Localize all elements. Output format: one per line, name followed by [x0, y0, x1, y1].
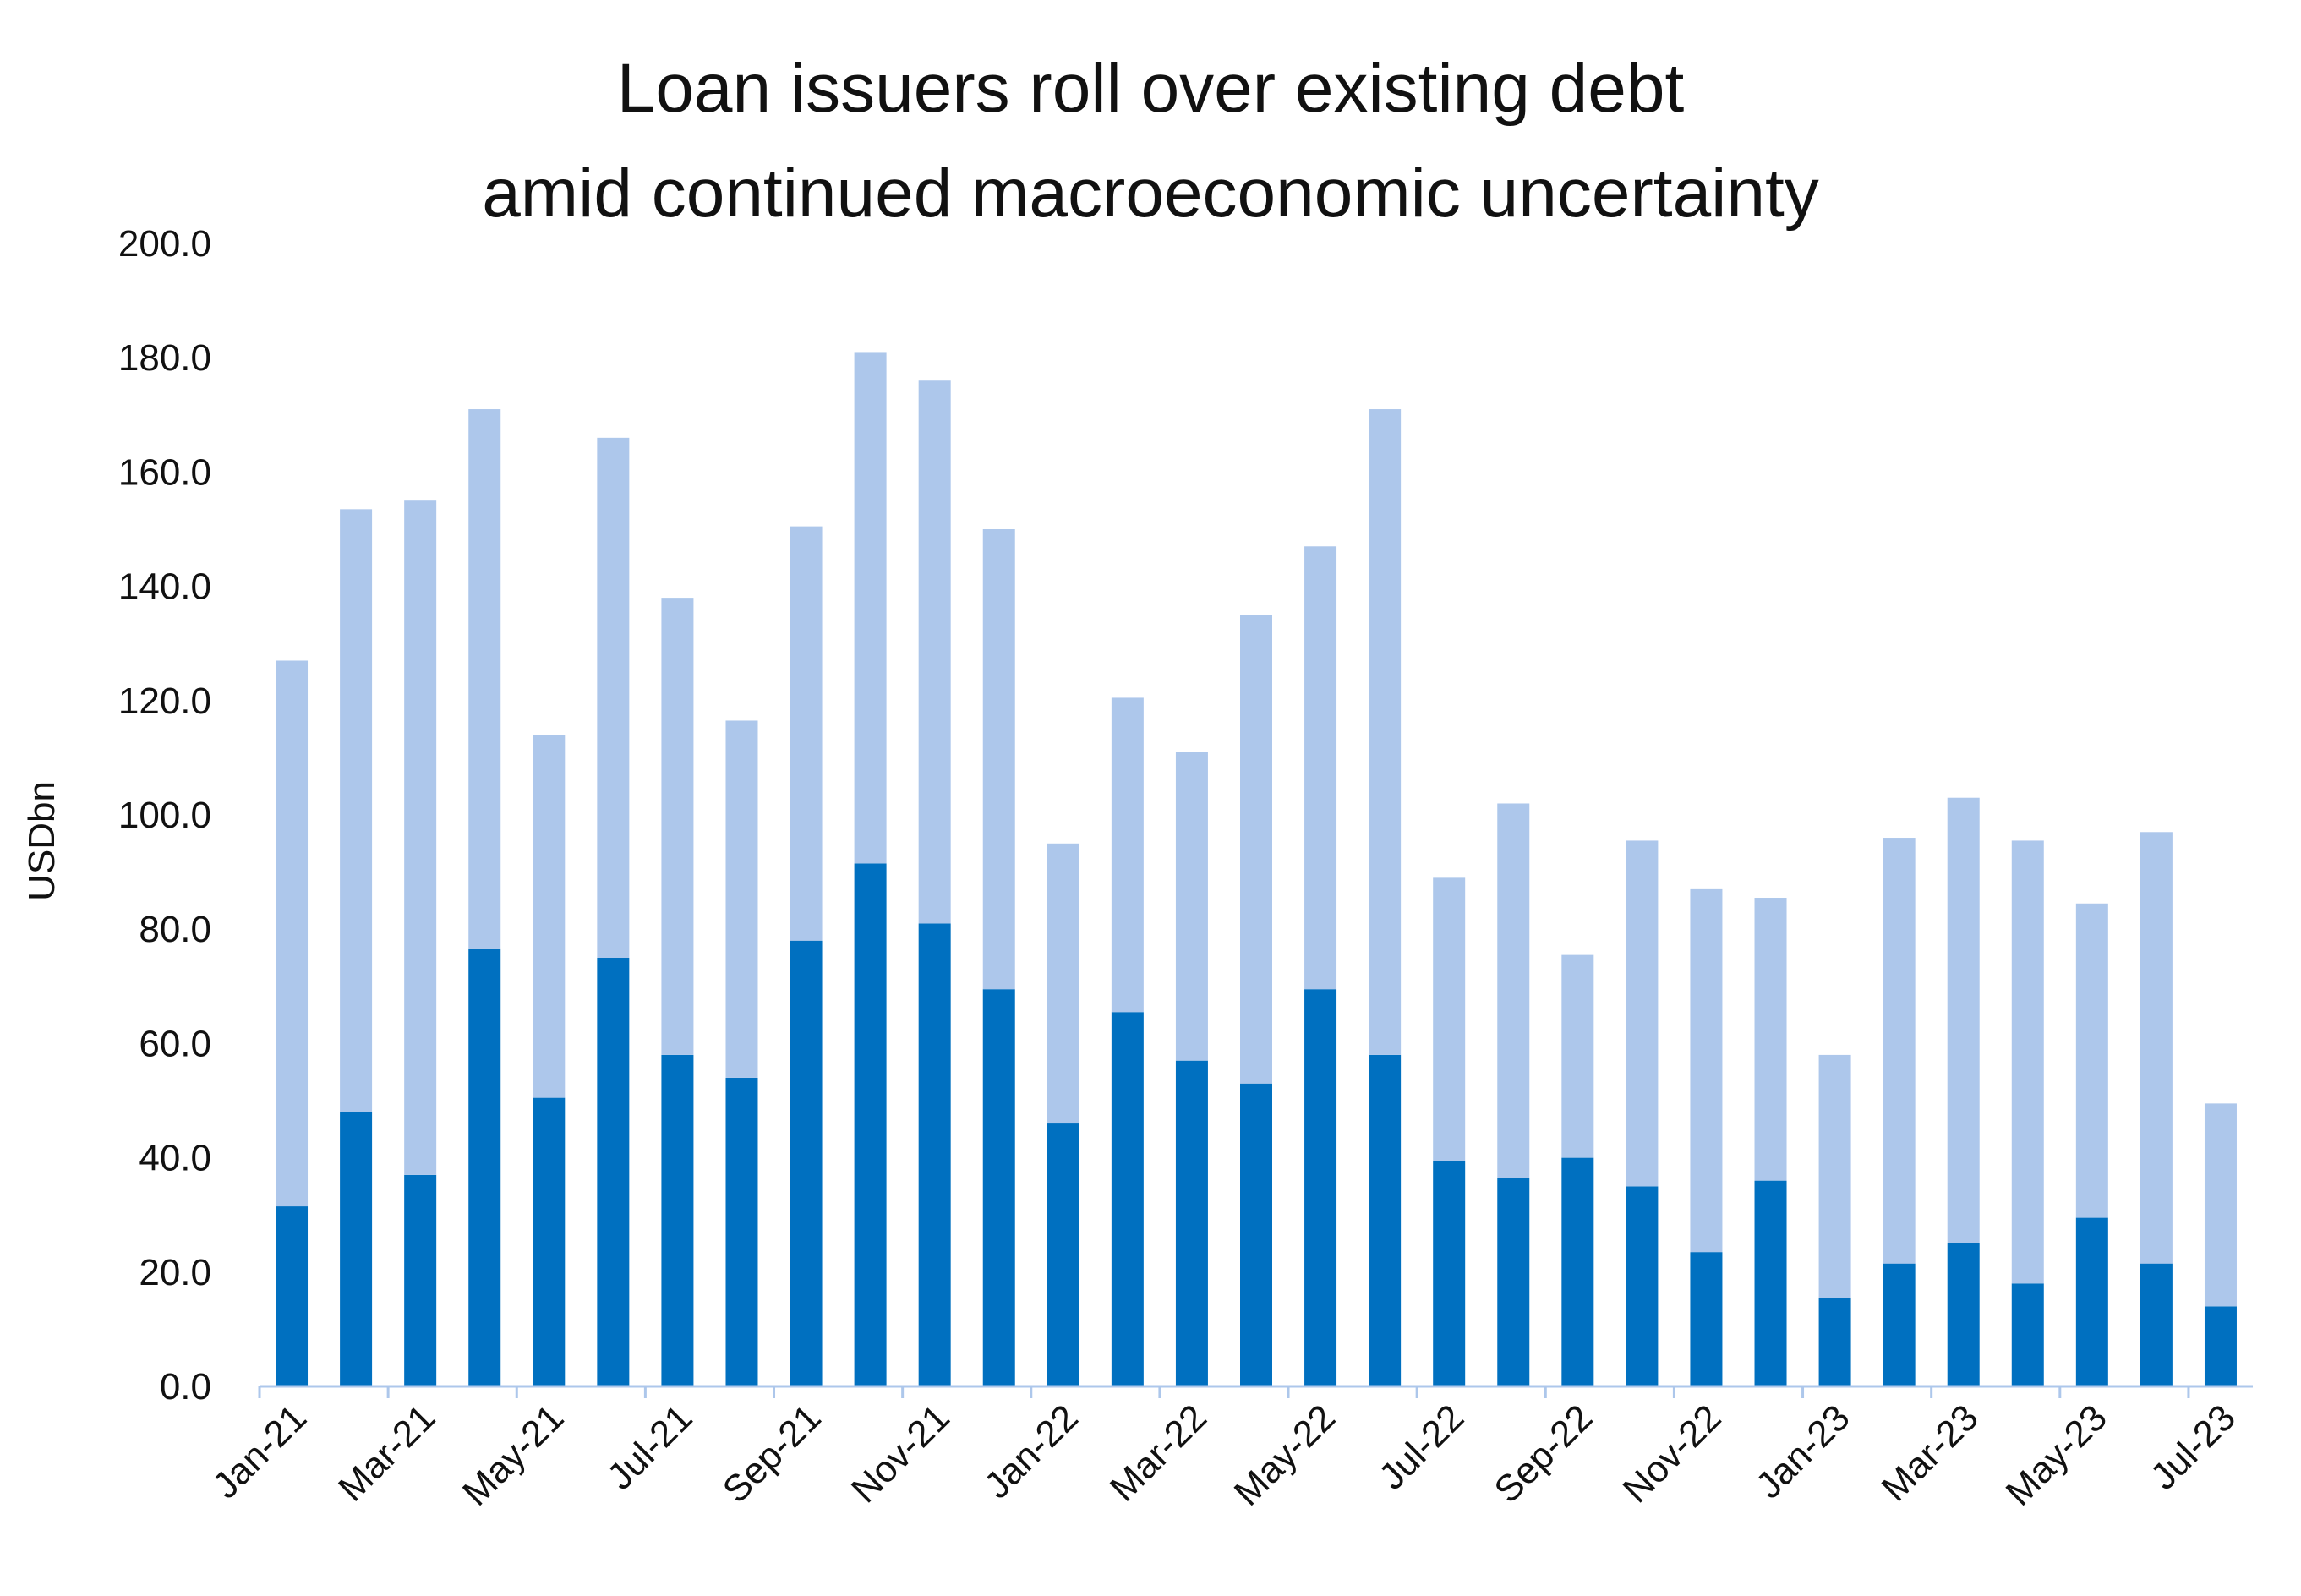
y-axis: 0.0 20.0 40.0 60.0 80.0 100.0 120.0 140.0 160.0 1…	[118, 223, 211, 1407]
bar-segment	[1561, 954, 1594, 1158]
y-tick-label: 60.0	[139, 1023, 211, 1064]
bar-series-0	[276, 863, 2237, 1386]
x-tick-label: Mar-23	[1874, 1396, 1987, 1509]
bar-segment	[1369, 1054, 1402, 1386]
bar-segment	[276, 1206, 309, 1386]
bar-segment	[340, 509, 373, 1112]
bar-segment	[1626, 840, 1659, 1187]
bar-segment	[1690, 1252, 1723, 1386]
bar-segment	[1754, 898, 1787, 1181]
bar-segment	[1754, 1180, 1787, 1386]
bar-segment	[918, 380, 951, 924]
y-tick-label: 180.0	[118, 337, 211, 379]
bar-segment	[2075, 903, 2108, 1218]
y-tick-label: 20.0	[139, 1252, 211, 1293]
bar-segment	[790, 940, 823, 1386]
bar-segment	[1818, 1298, 1851, 1386]
y-tick-label: 40.0	[139, 1138, 211, 1179]
bar-segment	[533, 735, 566, 1098]
x-tick-label: Sep-22	[1486, 1396, 1600, 1511]
bar-segment	[1883, 838, 1916, 1264]
bar-segment	[340, 1112, 373, 1386]
x-tick-label: Sep-21	[715, 1396, 829, 1511]
y-tick-label: 120.0	[118, 680, 211, 722]
bar-segment	[2140, 1263, 2173, 1386]
bar-segment	[1497, 803, 1530, 1178]
bar-segment	[597, 958, 630, 1386]
x-tick-label: Mar-22	[1102, 1396, 1215, 1509]
bar-segment	[1433, 1160, 1466, 1386]
x-axis: Jan-21 Mar-21 May-21 Jul-21 Sep-21 Nov-21 Jan-…	[205, 1385, 2253, 1514]
bar-segment	[2204, 1306, 2237, 1386]
bar-segment	[2075, 1217, 2108, 1386]
bar-segment	[1111, 1012, 1144, 1386]
x-tick-label: Jul-23	[2143, 1396, 2244, 1497]
bar-segment	[1304, 989, 1337, 1386]
bar-segment	[1497, 1178, 1530, 1386]
x-tick-label: Mar-21	[331, 1396, 443, 1509]
bar-segment	[404, 1174, 437, 1386]
bar-segment	[725, 720, 758, 1078]
bar-segment	[1047, 1123, 1079, 1386]
bar-series-group	[276, 352, 2237, 1386]
x-tick-label: Jan-21	[205, 1396, 314, 1506]
x-tick-label: Nov-21	[844, 1396, 958, 1511]
bar-segment	[1818, 1054, 1851, 1298]
bar-segment	[661, 598, 694, 1055]
bar-segment	[2204, 1103, 2237, 1307]
y-tick-label: 0.0	[160, 1366, 211, 1407]
bar-segment	[725, 1077, 758, 1386]
bar-segment	[2011, 840, 2044, 1284]
bar-segment	[918, 923, 951, 1386]
bar-segment	[2011, 1283, 2044, 1386]
bar-segment	[1047, 843, 1079, 1124]
bar-segment	[982, 529, 1015, 990]
bar-segment	[1304, 546, 1337, 990]
x-tick-label: May-22	[1227, 1396, 1343, 1513]
bar-segment	[1433, 877, 1466, 1161]
y-tick-label: 100.0	[118, 795, 211, 836]
bar-segment	[1883, 1263, 1916, 1386]
x-tick-label: Jul-22	[1371, 1396, 1472, 1497]
bar-segment	[790, 526, 823, 941]
bar-segment	[597, 437, 630, 958]
bar-segment	[404, 500, 437, 1175]
y-tick-label: 200.0	[118, 223, 211, 265]
bar-segment	[1947, 1243, 1980, 1386]
chart-title-line-1: Loan issuers roll over existing debt	[616, 50, 1685, 127]
bar-segment	[1947, 797, 1980, 1243]
y-tick-label: 140.0	[118, 566, 211, 608]
bar-segment	[468, 948, 501, 1386]
y-axis-label: USDbn	[21, 781, 63, 901]
bar-segment	[468, 409, 501, 949]
x-tick-label: May-21	[455, 1396, 571, 1513]
bar-segment	[854, 352, 887, 864]
x-tick-label: Nov-22	[1615, 1396, 1730, 1511]
bar-segment	[1690, 888, 1723, 1253]
bar-segment	[1369, 409, 1402, 1055]
bar-segment	[1240, 1083, 1272, 1386]
x-tick-label: May-23	[1998, 1396, 2115, 1513]
x-tick-label: Jan-23	[1748, 1396, 1858, 1506]
bar-segment	[533, 1097, 566, 1386]
x-tick-label: Jan-22	[976, 1396, 1086, 1506]
bar-segment	[1561, 1157, 1594, 1386]
bar-segment	[1240, 615, 1272, 1084]
chart-title-line-2: amid continued macroeconomic uncertainty	[482, 155, 1819, 232]
bar-segment	[276, 660, 309, 1207]
bar-segment	[661, 1054, 694, 1386]
bar-segment	[1175, 1060, 1208, 1386]
bar-segment	[2140, 832, 2173, 1264]
bar-segment	[1626, 1186, 1659, 1386]
bar-segment	[1111, 697, 1144, 1013]
y-tick-label: 160.0	[118, 451, 211, 493]
bar-segment	[854, 863, 887, 1386]
bar-segment	[1175, 752, 1208, 1061]
bar-series-1	[276, 352, 2237, 1307]
y-tick-label: 80.0	[139, 909, 211, 950]
x-tick-label: Jul-21	[599, 1396, 700, 1497]
bar-segment	[982, 989, 1015, 1386]
